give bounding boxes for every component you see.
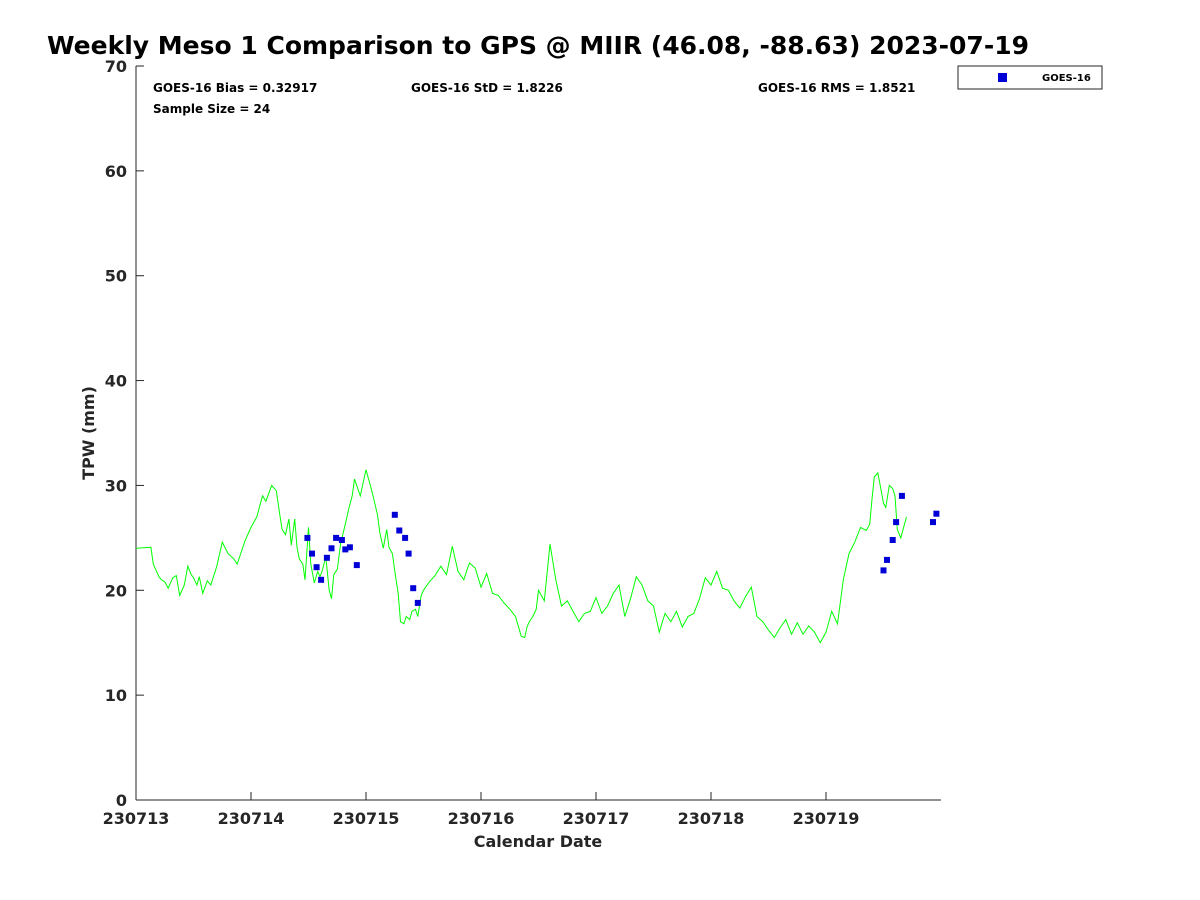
- y-tick-label: 40: [105, 372, 127, 391]
- goes16-point: [304, 534, 311, 541]
- goes16-point: [402, 534, 409, 541]
- goes16-point: [414, 599, 421, 606]
- legend-box: [957, 65, 1103, 90]
- stat-rms: GOES-16 RMS = 1.8521: [758, 81, 915, 95]
- stat-sample-size: Sample Size = 24: [153, 102, 270, 116]
- goes16-point: [328, 545, 335, 552]
- x-axis-label: Calendar Date: [474, 832, 603, 851]
- goes16-point: [342, 546, 349, 553]
- y-tick-label: 50: [105, 267, 127, 286]
- x-ticks: 230713 230714 230715 230716 230717 230718 2307…: [103, 792, 860, 828]
- legend-entry-goes16: GOES-16: [1042, 73, 1091, 84]
- x-tick-label: 230717: [563, 809, 630, 828]
- goes16-point: [346, 544, 353, 551]
- goes16-point: [353, 562, 360, 569]
- chart-title: Weekly Meso 1 Comparison to GPS @ MIIR (…: [47, 31, 1029, 60]
- goes16-point: [410, 585, 417, 592]
- x-tick-label: 230716: [448, 809, 515, 828]
- goes16-point: [323, 554, 330, 561]
- goes16-point: [391, 511, 398, 518]
- x-tick-label: 230715: [333, 809, 400, 828]
- goes16-point: [893, 519, 900, 526]
- goes16-point: [930, 519, 936, 526]
- goes16-point: [396, 527, 403, 534]
- goes16-point: [333, 534, 340, 541]
- goes16-point: [898, 492, 905, 499]
- x-tick-label: 230713: [103, 809, 170, 828]
- legend-marker: [998, 73, 1007, 82]
- legend: GOES-16: [957, 65, 1103, 90]
- gps-series-line: [135, 469, 907, 644]
- goes16-point: [338, 537, 345, 543]
- y-tick-label: 20: [105, 581, 127, 600]
- goes16-point: [933, 510, 940, 517]
- goes-points: [304, 492, 940, 606]
- y-tick-label: 10: [105, 686, 127, 705]
- x-tick-label: 230719: [793, 809, 860, 828]
- y-ticks: 0 10 20 30 40 50 60 70: [105, 57, 144, 810]
- goes16-point: [313, 564, 320, 571]
- goes16-point: [405, 550, 412, 557]
- y-tick-label: 0: [116, 791, 127, 810]
- y-tick-label: 70: [105, 57, 127, 76]
- stat-bias: GOES-16 Bias = 0.32917: [153, 81, 317, 95]
- stat-std: GOES-16 StD = 1.8226: [411, 81, 563, 95]
- gps-line-group: [135, 469, 907, 644]
- goes16-point: [318, 576, 325, 583]
- x-tick-label: 230714: [218, 809, 285, 828]
- goes16-point: [889, 537, 896, 543]
- goes16-point: [880, 567, 887, 574]
- goes16-point: [884, 556, 890, 563]
- x-tick-label: 230718: [678, 809, 745, 828]
- goes16-point: [309, 550, 315, 557]
- y-tick-label: 60: [105, 162, 127, 181]
- y-axis-label: TPW (mm): [79, 386, 98, 480]
- y-tick-label: 30: [105, 476, 127, 495]
